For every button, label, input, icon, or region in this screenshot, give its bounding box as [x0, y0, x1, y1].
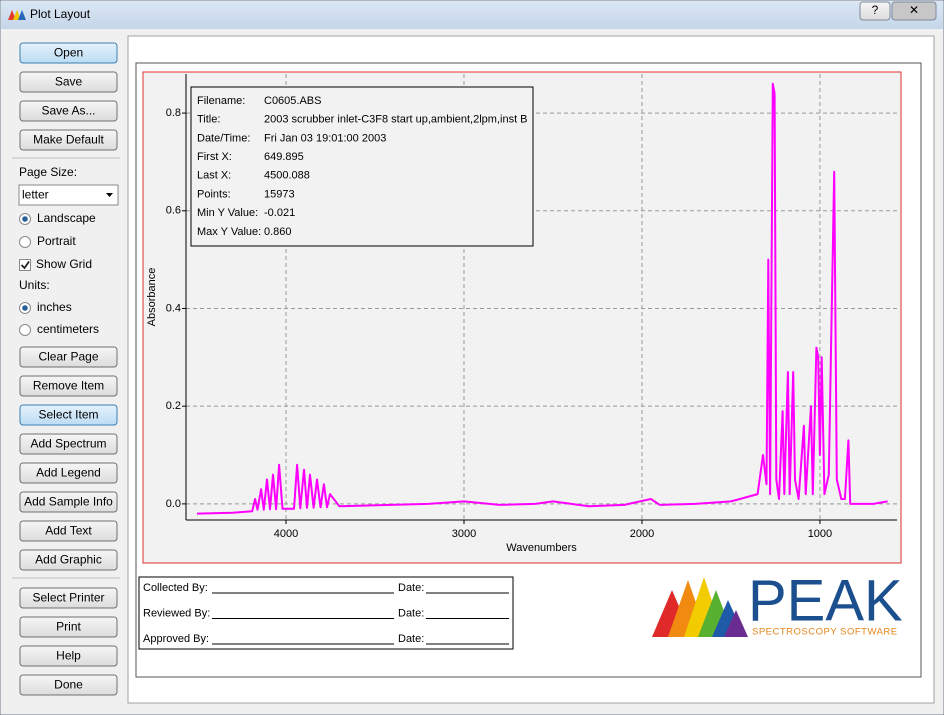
button[interactable]	[19, 100, 118, 122]
button-label[interactable]: Save As...	[41, 104, 95, 118]
info-label: Points:	[197, 188, 231, 200]
spectrum-line	[196, 82, 888, 515]
x-tick-label: 3000	[452, 528, 476, 540]
info-box[interactable]	[190, 86, 534, 247]
button-label[interactable]: Remove Item	[33, 379, 104, 393]
button-label[interactable]: Make Default	[33, 133, 104, 147]
button-label[interactable]: Print	[56, 620, 81, 634]
x-axis-label: Wavenumbers	[506, 542, 577, 554]
window-title: Plot Layout	[30, 7, 91, 21]
info-value: C0605.ABS	[264, 95, 321, 107]
date-label: Date:	[398, 633, 424, 645]
app-icon	[8, 10, 26, 20]
button-label[interactable]: Add Spectrum	[30, 437, 106, 451]
radio[interactable]	[19, 236, 31, 248]
button[interactable]	[19, 346, 118, 368]
logo-name: PEAK	[748, 568, 903, 633]
signature-label: Approved By:	[143, 633, 209, 645]
checkbox-label[interactable]: Show Grid	[36, 257, 92, 271]
units-label: Units:	[19, 278, 50, 292]
info-value: 649.895	[264, 151, 304, 163]
button-label[interactable]: Add Text	[45, 524, 92, 538]
button[interactable]	[19, 674, 118, 696]
info-label: Last X:	[197, 170, 231, 182]
button[interactable]	[19, 42, 118, 64]
info-value: 2003 scrubber inlet-C3F8 start up,ambien…	[264, 114, 528, 126]
date-label: Date:	[398, 582, 424, 594]
page-size-label: Page Size:	[19, 165, 77, 179]
checkbox[interactable]	[19, 259, 31, 271]
info-label: Title:	[197, 114, 220, 126]
signature-box[interactable]	[138, 576, 514, 650]
button-label[interactable]: Add Legend	[36, 466, 101, 480]
logo-tagline: SPECTROSCOPY SOFTWARE	[752, 627, 898, 638]
signature-label: Collected By:	[143, 582, 208, 594]
button[interactable]	[19, 129, 118, 151]
info-value: 0.860	[264, 226, 292, 238]
button-label[interactable]: Add Sample Info	[24, 495, 113, 509]
info-value: -0.021	[264, 207, 295, 219]
radio-dot[interactable]	[22, 305, 28, 311]
button[interactable]	[19, 433, 118, 455]
title-bar	[1, 1, 943, 29]
button[interactable]	[19, 520, 118, 542]
x-tick-label: 2000	[630, 528, 654, 540]
button-label[interactable]: Help	[56, 649, 81, 663]
help-button-label[interactable]: ?	[872, 3, 879, 17]
close-icon[interactable]: ✕	[909, 3, 919, 17]
x-tick-label: 1000	[808, 528, 832, 540]
button[interactable]	[19, 404, 118, 426]
dropdown-arrow[interactable]	[106, 193, 113, 197]
button[interactable]	[19, 587, 118, 609]
logo-mark	[724, 610, 748, 637]
radio-label[interactable]: centimeters	[37, 322, 99, 336]
checkmark[interactable]	[20, 260, 30, 270]
close-button[interactable]	[891, 1, 937, 21]
page-size-select[interactable]	[18, 184, 119, 206]
y-tick-label: 0.6	[166, 205, 181, 217]
y-tick-label: 0.8	[166, 107, 181, 119]
date-label: Date:	[398, 607, 424, 619]
button-label[interactable]: Add Graphic	[35, 553, 102, 567]
info-value: 15973	[264, 188, 295, 200]
y-tick-label: 0.4	[166, 302, 181, 314]
x-tick-label: 4000	[274, 528, 298, 540]
radio-label[interactable]: Landscape	[37, 211, 96, 225]
page-size-value[interactable]: letter	[22, 188, 49, 202]
y-tick-label: 0.0	[166, 498, 181, 510]
button[interactable]	[19, 462, 118, 484]
help-button[interactable]	[859, 1, 891, 21]
button-label[interactable]: Open	[54, 46, 83, 60]
button[interactable]	[19, 375, 118, 397]
info-value: 4500.088	[264, 170, 310, 182]
button[interactable]	[19, 491, 118, 513]
radio-label[interactable]: Portrait	[37, 234, 76, 248]
info-label: First X:	[197, 151, 232, 163]
info-value: Fri Jan 03 19:01:00 2003	[264, 132, 386, 144]
signature-label: Reviewed By:	[143, 607, 210, 619]
info-label: Filename:	[197, 95, 245, 107]
info-label: Date/Time:	[197, 132, 250, 144]
button-label[interactable]: Select Printer	[32, 591, 104, 605]
radio[interactable]	[19, 324, 31, 336]
button[interactable]	[19, 645, 118, 667]
button-label[interactable]: Clear Page	[38, 350, 98, 364]
button-label[interactable]: Select Item	[38, 408, 98, 422]
button[interactable]	[19, 549, 118, 571]
info-label: Max Y Value:	[197, 226, 261, 238]
button-label[interactable]: Done	[54, 678, 83, 692]
button-label[interactable]: Save	[55, 75, 83, 89]
info-label: Min Y Value:	[197, 207, 258, 219]
y-axis-label: Absorbance	[146, 268, 158, 327]
y-tick-label: 0.2	[166, 400, 181, 412]
radio-label[interactable]: inches	[37, 300, 72, 314]
button[interactable]	[19, 71, 118, 93]
radio-dot[interactable]	[22, 216, 28, 222]
button[interactable]	[19, 616, 118, 638]
